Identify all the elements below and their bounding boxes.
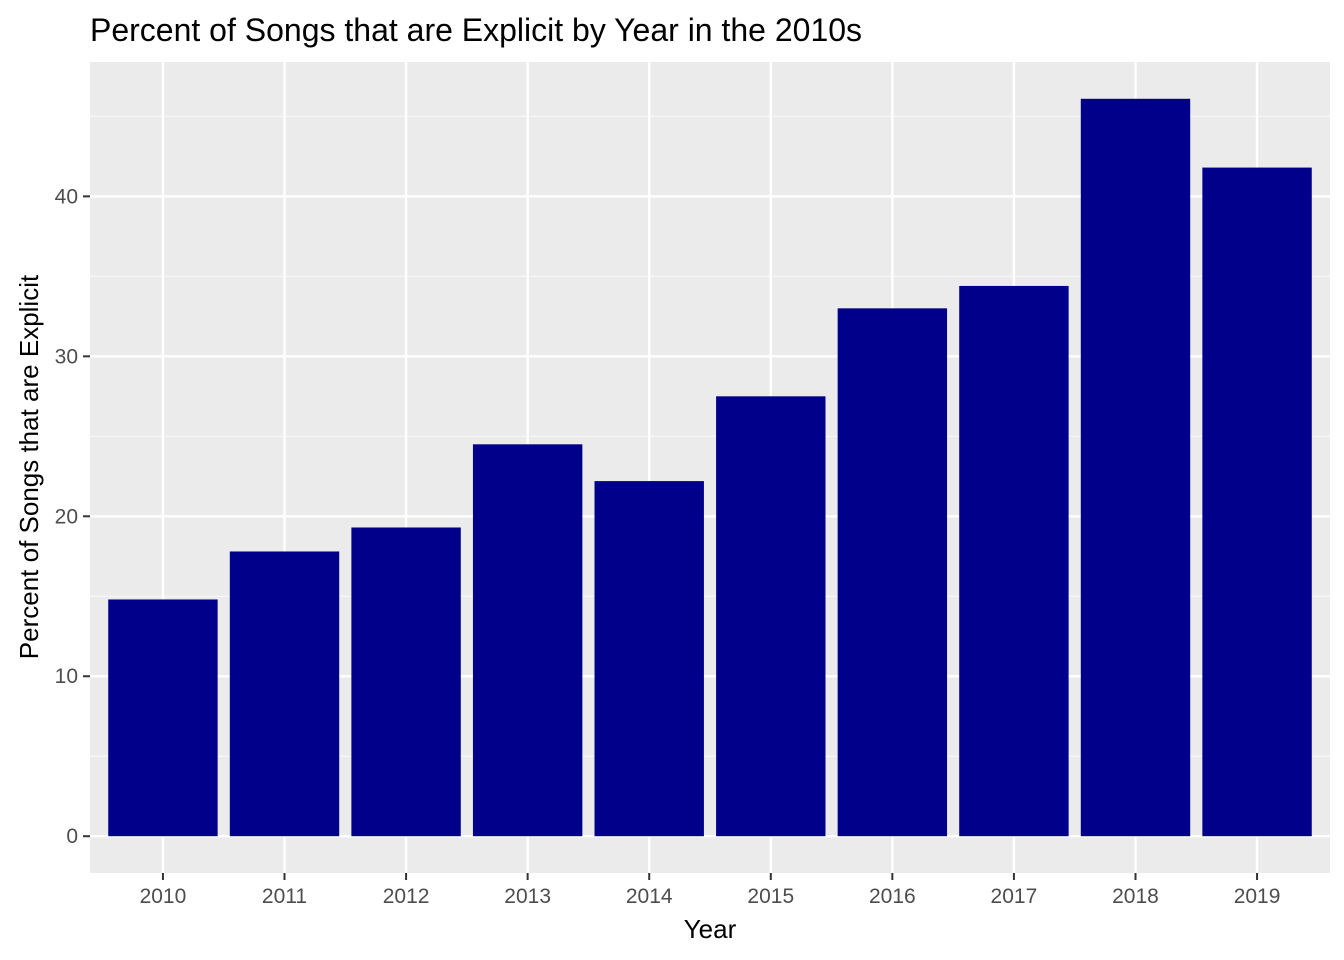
- bar-2011: [229, 551, 340, 837]
- x-tick-label: 2017: [991, 885, 1038, 908]
- x-tick-label: 2010: [140, 885, 187, 908]
- x-tick-label: 2014: [626, 885, 673, 908]
- x-axis: 2010 2011 2012 2013 2014 2015 2016 2017 2018 2019: [140, 873, 1281, 908]
- y-axis-title: Percent of Songs that are Explicit: [14, 274, 44, 659]
- x-tick-label: 2013: [504, 885, 551, 908]
- y-tick-label: 40: [55, 185, 78, 208]
- bar-2017: [959, 285, 1069, 837]
- bar-2013: [472, 444, 583, 837]
- x-axis-title: Year: [684, 914, 737, 944]
- bar-2014: [594, 481, 704, 837]
- y-tick-label: 0: [66, 825, 78, 848]
- bar-2016: [837, 308, 948, 837]
- y-tick-label: 10: [55, 665, 78, 688]
- x-tick-label: 2016: [869, 885, 916, 908]
- chart-title: Percent of Songs that are Explicit by Ye…: [90, 12, 862, 48]
- x-tick-label: 2011: [262, 885, 307, 908]
- bar-2012: [351, 527, 461, 837]
- x-tick-label: 2019: [1234, 885, 1281, 908]
- bar-2019: [1202, 167, 1312, 837]
- x-tick-label: 2012: [383, 885, 430, 908]
- bar-2010: [108, 599, 218, 837]
- y-axis: 0 10 20 30 40: [55, 185, 90, 848]
- y-tick-label: 20: [55, 505, 78, 528]
- x-tick-label: 2018: [1112, 885, 1159, 908]
- bar-2018: [1080, 98, 1191, 837]
- y-tick-label: 30: [55, 345, 78, 368]
- bars: [108, 98, 1312, 837]
- bar-2015: [716, 396, 826, 837]
- x-tick-label: 2015: [747, 885, 794, 908]
